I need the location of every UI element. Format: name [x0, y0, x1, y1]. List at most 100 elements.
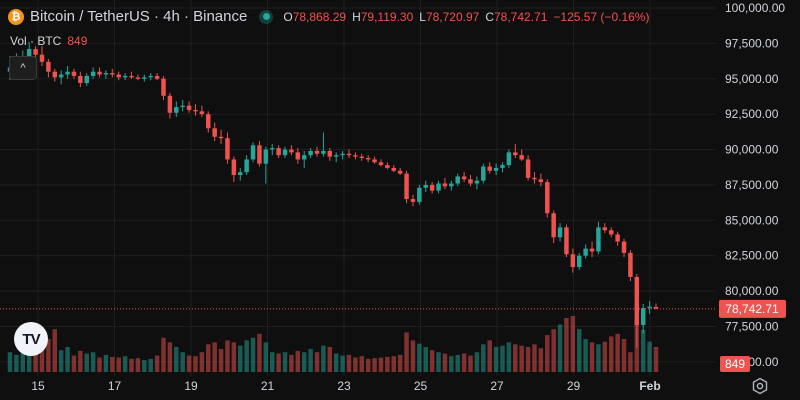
candle[interactable] — [257, 141, 262, 167]
candle[interactable] — [653, 303, 659, 310]
candle[interactable] — [263, 146, 269, 184]
candle[interactable] — [58, 70, 64, 85]
candle[interactable] — [65, 66, 70, 79]
candle[interactable] — [557, 223, 563, 242]
candle[interactable] — [346, 149, 352, 159]
candle[interactable] — [481, 163, 486, 184]
candle[interactable] — [289, 145, 294, 156]
candle[interactable] — [180, 100, 185, 112]
candle[interactable] — [615, 231, 620, 246]
candle[interactable] — [417, 184, 422, 205]
candle[interactable] — [461, 172, 467, 183]
candle[interactable] — [391, 165, 397, 173]
volume-legend[interactable]: Vol · BTC 849 — [10, 34, 87, 48]
candle[interactable] — [97, 67, 102, 78]
candle[interactable] — [589, 241, 595, 258]
candle[interactable] — [250, 142, 256, 163]
candle[interactable] — [186, 101, 192, 113]
candle[interactable] — [84, 73, 89, 86]
candle[interactable] — [231, 156, 237, 183]
candle[interactable] — [436, 180, 441, 194]
candle[interactable] — [225, 132, 230, 164]
candle[interactable] — [404, 170, 409, 204]
candle[interactable] — [135, 74, 141, 81]
candle[interactable] — [78, 71, 83, 88]
candle[interactable] — [602, 223, 608, 234]
candle[interactable] — [519, 149, 524, 161]
candle[interactable] — [321, 132, 326, 157]
candle[interactable] — [238, 167, 243, 181]
candle[interactable] — [551, 210, 556, 243]
candle[interactable] — [174, 101, 179, 117]
candle[interactable] — [110, 68, 115, 78]
candle[interactable] — [295, 148, 301, 164]
candle[interactable] — [545, 179, 550, 218]
candle[interactable] — [506, 149, 512, 168]
candle[interactable] — [442, 177, 448, 190]
candle[interactable] — [640, 303, 646, 334]
candle[interactable] — [340, 150, 345, 160]
candle[interactable] — [538, 173, 544, 187]
time-axis[interactable]: 15 17 19 21 23 25 27 29 Feb — [31, 379, 660, 393]
candle[interactable] — [301, 150, 307, 168]
candle[interactable] — [218, 129, 224, 144]
candle[interactable] — [269, 143, 275, 156]
candle[interactable] — [410, 194, 416, 207]
candle[interactable] — [493, 163, 499, 176]
candle[interactable] — [621, 238, 627, 258]
candle[interactable] — [46, 58, 51, 78]
candle[interactable] — [500, 162, 505, 173]
candle[interactable] — [532, 172, 537, 184]
candle[interactable] — [570, 248, 576, 273]
candle[interactable] — [647, 300, 652, 314]
candle[interactable] — [167, 92, 173, 119]
candle[interactable] — [359, 153, 365, 161]
symbol-legend[interactable]: ₿ Bitcoin / TetherUS · 4h · Binance O78,… — [8, 8, 649, 25]
candle[interactable] — [103, 70, 109, 79]
gear-icon[interactable] — [751, 377, 769, 395]
price-axis[interactable]: 100,000.00 97,500.00 95,000.00 92,500.00 90,… — [725, 1, 785, 369]
candle[interactable] — [142, 74, 147, 82]
candle[interactable] — [455, 173, 460, 187]
candle[interactable] — [423, 180, 428, 192]
candle[interactable] — [308, 148, 313, 159]
symbol-title[interactable]: Bitcoin / TetherUS · 4h · Binance — [30, 8, 248, 25]
candle[interactable] — [372, 156, 377, 164]
candle[interactable] — [193, 104, 198, 116]
candle[interactable] — [212, 122, 217, 142]
candle[interactable] — [474, 176, 480, 190]
candle[interactable] — [276, 145, 281, 159]
candle[interactable] — [39, 46, 45, 67]
candle[interactable] — [71, 68, 77, 79]
candle[interactable] — [52, 68, 58, 82]
candle[interactable] — [577, 252, 582, 270]
candle[interactable] — [397, 167, 403, 176]
candle[interactable] — [596, 221, 601, 255]
candle[interactable] — [449, 180, 454, 191]
candle[interactable] — [116, 71, 121, 81]
candle[interactable] — [122, 73, 128, 81]
candle[interactable] — [525, 155, 531, 181]
candle[interactable] — [513, 143, 518, 159]
candle[interactable] — [161, 75, 166, 100]
candle[interactable] — [564, 224, 569, 258]
candle[interactable] — [608, 227, 614, 238]
candle[interactable] — [206, 111, 211, 133]
candle[interactable] — [468, 175, 473, 187]
candle[interactable] — [353, 152, 358, 160]
candle[interactable] — [282, 146, 288, 159]
candle[interactable] — [244, 155, 249, 176]
candle[interactable] — [314, 146, 320, 157]
candle[interactable] — [429, 182, 435, 194]
candle[interactable] — [129, 71, 134, 79]
candle[interactable] — [199, 105, 205, 117]
candle[interactable] — [333, 152, 339, 163]
candle[interactable] — [154, 73, 160, 81]
candle[interactable] — [90, 67, 96, 79]
tradingview-logo[interactable]: TV — [14, 322, 48, 356]
candle[interactable] — [583, 244, 588, 259]
candle[interactable] — [487, 162, 492, 174]
candle[interactable] — [378, 159, 384, 167]
candle[interactable] — [365, 155, 371, 163]
candle[interactable] — [148, 73, 153, 81]
